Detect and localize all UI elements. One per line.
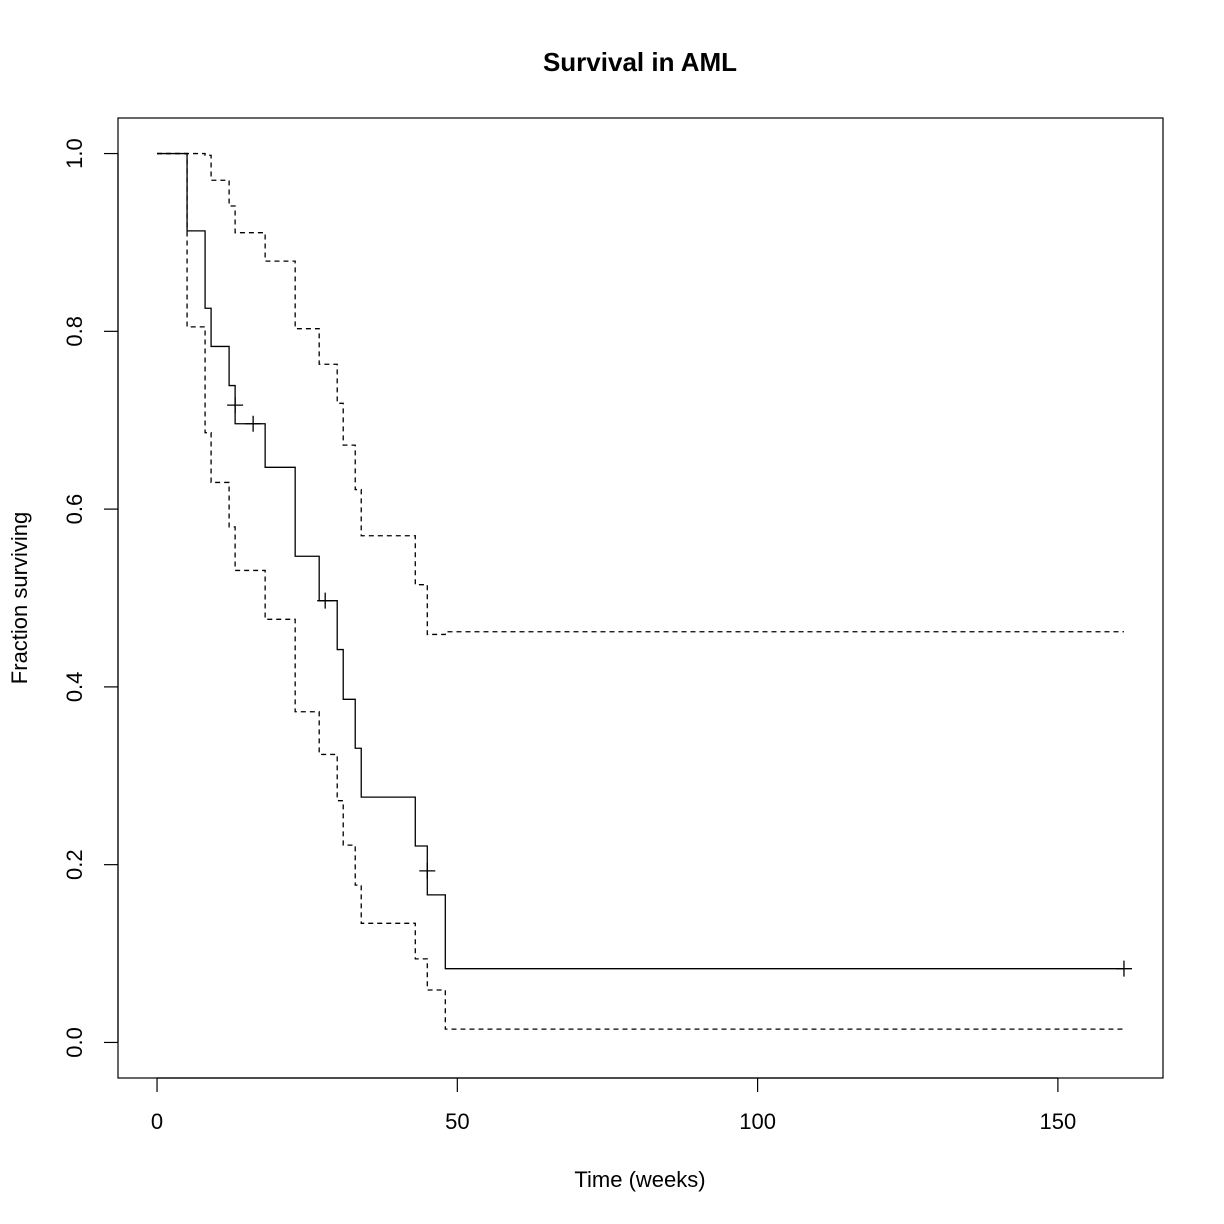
x-tick-label: 100: [739, 1109, 776, 1134]
censor-mark: [245, 415, 262, 432]
y-tick-label: 0.6: [62, 494, 87, 525]
series-layer: [157, 152, 1132, 1030]
y-tick-label: 0.0: [62, 1027, 87, 1058]
x-tick-label: 150: [1040, 1109, 1077, 1134]
y-axis-label: Fraction surviving: [7, 512, 32, 684]
x-tick-label: 0: [151, 1109, 163, 1134]
chart-title: Survival in AML: [543, 47, 737, 77]
y-tick-label: 0.4: [62, 672, 87, 703]
x-tick-label: 50: [445, 1109, 469, 1134]
censor-mark: [419, 862, 436, 879]
censor-mark: [1115, 960, 1132, 977]
upper-confidence-limit-line: [157, 152, 1124, 636]
x-axis-label: Time (weeks): [574, 1167, 705, 1192]
censor-mark: [227, 397, 244, 414]
lower-confidence-limit-line: [157, 152, 1124, 1030]
y-tick-label: 0.8: [62, 316, 87, 347]
plot-frame: [117, 117, 1164, 1079]
x-axis: 0 50 100 150: [151, 1077, 1077, 1134]
y-tick-label: 0.2: [62, 849, 87, 880]
y-tick-label: 1.0: [62, 138, 87, 169]
estimate-line: [157, 152, 1124, 970]
y-axis: 0.0 0.2 0.4 0.6 0.8 1.0: [62, 138, 119, 1058]
censor-mark: [317, 592, 334, 609]
